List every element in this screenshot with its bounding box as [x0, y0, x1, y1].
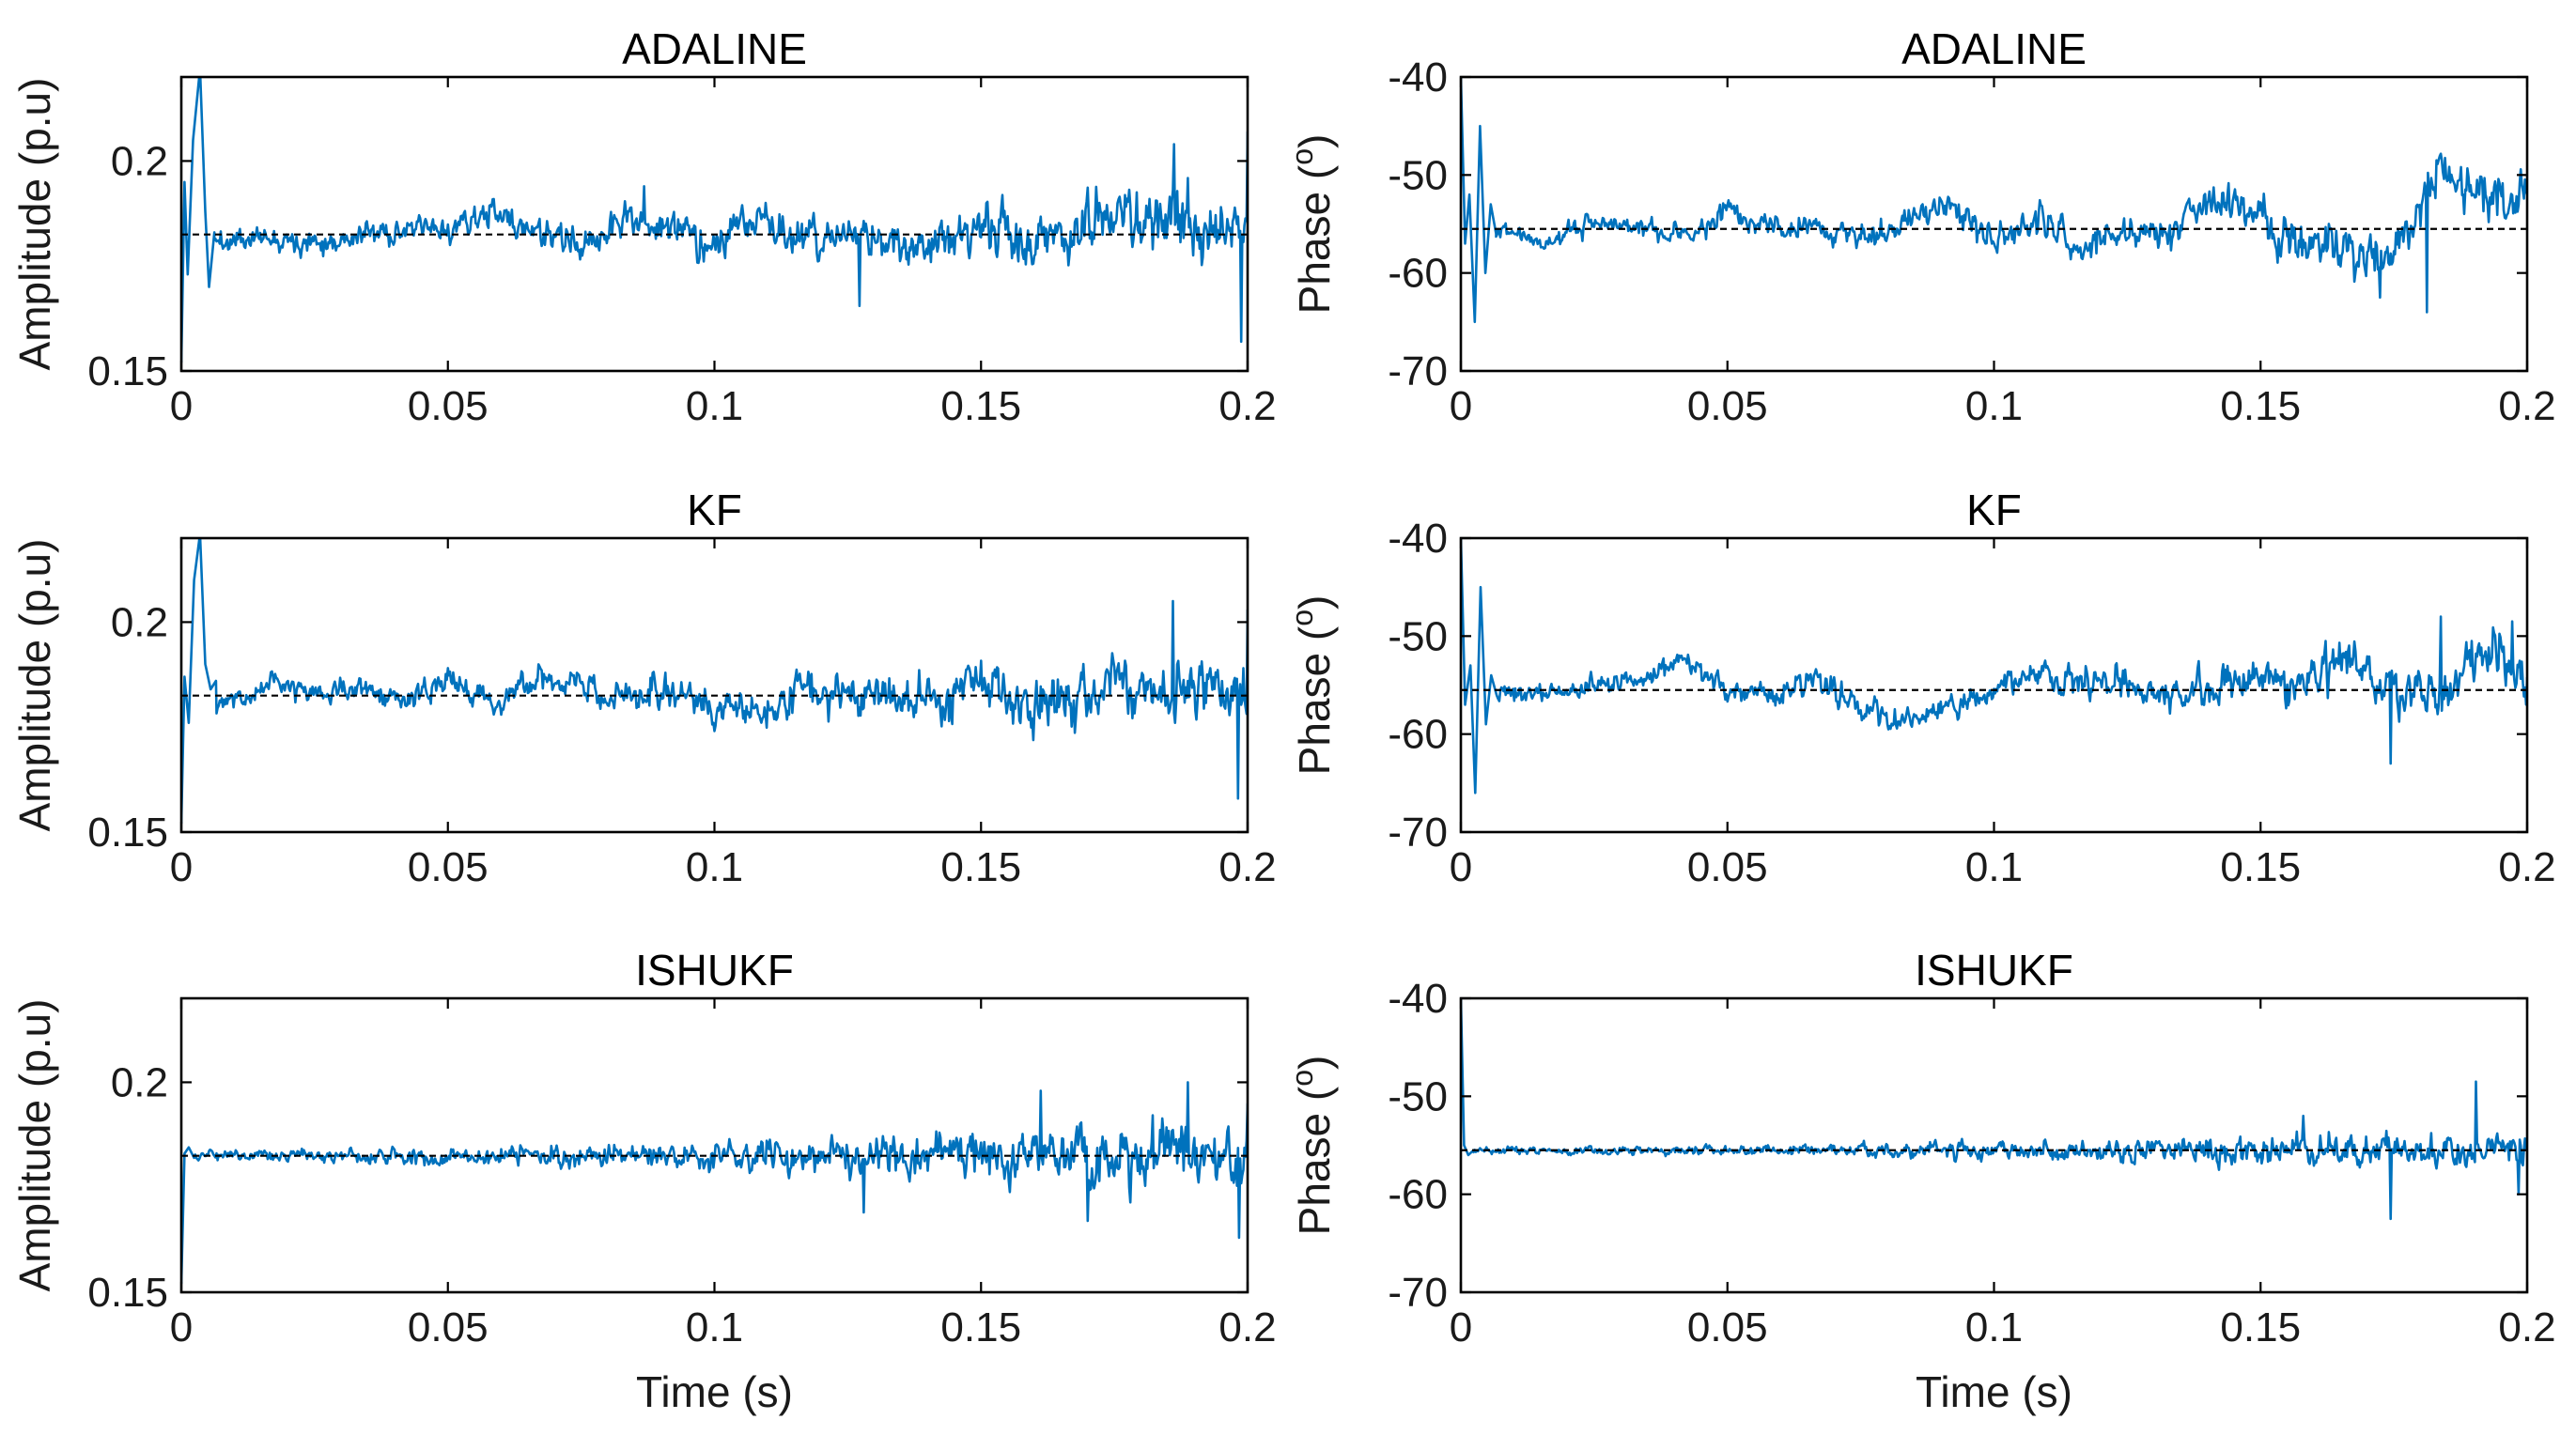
x-tick-label: 0.15	[2220, 1304, 2301, 1350]
y-axis-label: Phase (o)	[1285, 595, 1339, 776]
y-tick-label: -70	[1388, 1270, 1448, 1316]
y-tick-label: -60	[1388, 251, 1448, 297]
x-tick-label: 0.1	[1965, 383, 2023, 429]
x-tick-label: 0.05	[1687, 844, 1768, 890]
subplot-amp-adaline: 0 0.05 0.1 0.15 0.2 0.15 0.2 ADALINE Amplitude (…	[10, 24, 1277, 429]
x-tick-label: 0	[1450, 1304, 1472, 1350]
x-tick-label: 0	[170, 383, 193, 429]
x-tick-label: 0.05	[408, 1304, 489, 1350]
plot-area	[1461, 998, 2527, 1221]
x-tick-label: 0	[1450, 844, 1472, 890]
series-line-1	[1461, 538, 2527, 795]
subplot-grid: 0 0.05 0.1 0.15 0.2 0.15 0.2 ADALINE Amplitude (…	[10, 24, 2556, 1416]
y-tick-label: -50	[1388, 613, 1448, 659]
x-tick-label: 0.2	[2498, 844, 2555, 890]
x-tick-label: 0	[170, 1304, 193, 1350]
y-axis-label: Amplitude (p.u)	[10, 539, 59, 832]
x-tick-label: 0.1	[686, 383, 743, 429]
x-tick-label: 0.15	[2220, 844, 2301, 890]
y-tick-label: -50	[1388, 1073, 1448, 1119]
x-tick-label: 0.2	[1218, 1304, 1276, 1350]
plot-area	[1461, 77, 2527, 324]
x-axis-label: Time (s)	[636, 1367, 793, 1416]
y-tick-label: 0.15	[87, 810, 168, 856]
x-tick-label: 0.05	[408, 383, 489, 429]
y-tick-label: -50	[1388, 152, 1448, 198]
x-tick-label: 0.05	[1687, 383, 1768, 429]
subplot-title: ISHUKF	[635, 946, 794, 995]
subplot-phase-ishukf: 0 0.05 0.1 0.15 0.2 -70 -60 -50 -40 ISHUKF Phase (…	[1285, 946, 2556, 1416]
y-tick-label: -60	[1388, 1172, 1448, 1218]
x-axis-label: Time (s)	[1916, 1367, 2072, 1416]
y-tick-label: 0.2	[111, 138, 168, 184]
subplot-title: ADALINE	[622, 24, 807, 73]
x-tick-label: 0.15	[940, 1304, 1021, 1350]
y-tick-label: 0.15	[87, 1270, 168, 1316]
x-tick-label: 0.2	[2498, 383, 2555, 429]
x-tick-label: 0	[1450, 383, 1472, 429]
x-tick-label: 0.2	[1218, 844, 1276, 890]
subplot-phase-adaline: 0 0.05 0.1 0.15 0.2 -70 -60 -50 -40 ADALINE Phase …	[1285, 24, 2556, 429]
subplot-amp-ishukf: 0 0.05 0.1 0.15 0.2 0.15 0.2 ISHUKF Amplitude (p…	[10, 946, 1277, 1416]
plot-area	[181, 77, 1248, 363]
y-tick-label: -40	[1388, 976, 1448, 1022]
x-tick-label: 0.1	[1965, 1304, 2023, 1350]
x-tick-label: 0.1	[1965, 844, 2023, 890]
x-tick-label: 0.15	[2220, 383, 2301, 429]
y-axis-label: Amplitude (p.u)	[10, 999, 59, 1292]
plot-area	[1461, 538, 2527, 795]
x-tick-label: 0.2	[1218, 383, 1276, 429]
y-axis-label: Phase (o)	[1285, 134, 1339, 315]
subplot-phase-kf: 0 0.05 0.1 0.15 0.2 -70 -60 -50 -40 KF Phase (o)	[1285, 486, 2556, 890]
y-tick-label: -40	[1388, 54, 1448, 100]
y-tick-label: -40	[1388, 516, 1448, 562]
y-axis-label: Phase (o)	[1285, 1056, 1339, 1236]
x-tick-label: 0.15	[940, 383, 1021, 429]
y-tick-label: -60	[1388, 712, 1448, 758]
plot-area	[181, 538, 1248, 825]
series-line-1	[181, 538, 1248, 825]
x-tick-label: 0.1	[686, 844, 743, 890]
y-axis-label: Amplitude (p.u)	[10, 78, 59, 371]
plot-area	[181, 1081, 1248, 1285]
y-tick-label: -70	[1388, 348, 1448, 394]
x-tick-label: 0.2	[2498, 1304, 2555, 1350]
series-line-1	[1461, 77, 2527, 324]
subplot-title: ADALINE	[1901, 24, 2087, 73]
subplot-amp-kf: 0 0.05 0.1 0.15 0.2 0.15 0.2 KF Amplitude (p.u)	[10, 486, 1277, 890]
x-tick-label: 0.15	[940, 844, 1021, 890]
y-tick-label: 0.15	[87, 348, 168, 394]
y-tick-label: 0.2	[111, 599, 168, 645]
subplot-title: KF	[687, 486, 742, 534]
subplot-title: KF	[1966, 486, 2022, 534]
subplot-title: ISHUKF	[1915, 946, 2073, 995]
x-tick-label: 0.05	[408, 844, 489, 890]
y-tick-label: -70	[1388, 810, 1448, 856]
series-line-1	[181, 1081, 1248, 1285]
x-tick-label: 0.1	[686, 1304, 743, 1350]
x-tick-label: 0.05	[1687, 1304, 1768, 1350]
x-tick-label: 0	[170, 844, 193, 890]
y-tick-label: 0.2	[111, 1059, 168, 1105]
